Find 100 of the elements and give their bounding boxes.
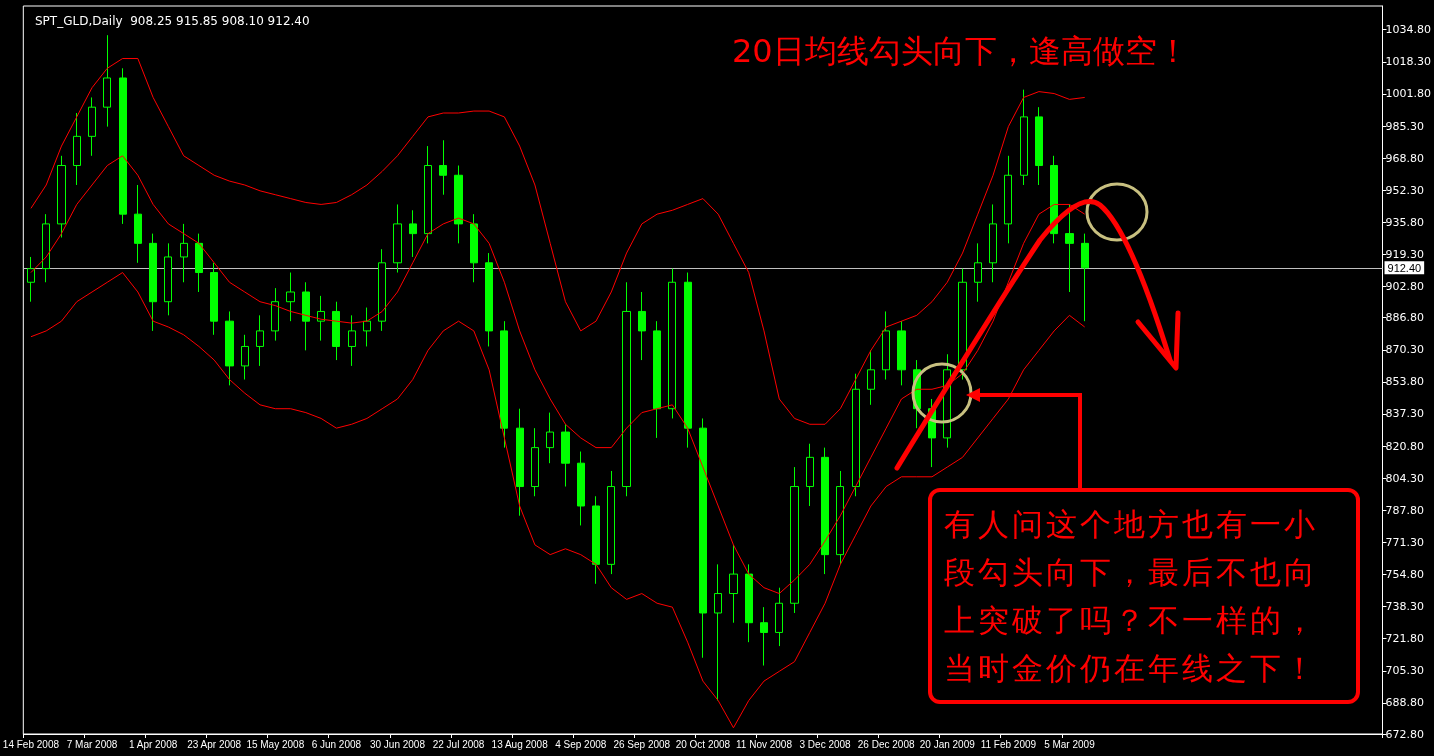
y-tick-label: 886.80 bbox=[1385, 311, 1425, 325]
candlestick bbox=[393, 203, 402, 274]
candlestick bbox=[897, 320, 906, 386]
text: SPT_GLD,Daily 908.25 915.85 908.10 912.40 bbox=[35, 14, 310, 28]
candlestick bbox=[164, 242, 172, 316]
x-tick-label: 26 Dec 2008 bbox=[857, 738, 915, 750]
y-tick-label: 853.80 bbox=[1385, 375, 1425, 389]
candlestick bbox=[302, 281, 310, 351]
y-tick-label: 985.30 bbox=[1385, 119, 1425, 133]
candlestick bbox=[409, 209, 417, 258]
candlestick bbox=[500, 320, 508, 449]
candlestick bbox=[561, 423, 570, 488]
candlestick bbox=[531, 427, 539, 497]
candlestick bbox=[1004, 155, 1012, 244]
y-tick-label: 1018.30 bbox=[1385, 55, 1432, 69]
y-tick-label: 968.80 bbox=[1385, 151, 1425, 165]
candlestick bbox=[836, 470, 844, 565]
y-tick-label: 837.30 bbox=[1385, 407, 1425, 421]
candlestick bbox=[348, 314, 356, 367]
candlestick bbox=[607, 470, 615, 575]
candlestick bbox=[103, 34, 111, 128]
x-tick-label: 6 Jun 2008 bbox=[311, 738, 362, 750]
candlestick bbox=[745, 563, 753, 643]
candlestick bbox=[546, 412, 554, 464]
y-tick-label: 705.30 bbox=[1385, 664, 1425, 678]
candlestick bbox=[821, 447, 829, 575]
x-tick-label: 30 Jun 2008 bbox=[369, 738, 426, 750]
candlestick bbox=[119, 67, 127, 225]
candlestick bbox=[57, 155, 66, 239]
x-tick-label: 26 Sep 2008 bbox=[613, 738, 671, 750]
candlestick bbox=[1020, 89, 1028, 186]
x-tick-label: 15 May 2008 bbox=[246, 738, 305, 750]
candlestick bbox=[852, 373, 860, 497]
annotation: 有人问这个地方也有一小段勾头向下，最后不也向上突破了吗？不一样的，当时金价仍在年线之下！ bbox=[928, 488, 1360, 704]
x-tick-label: 5 Mar 2009 bbox=[1044, 738, 1096, 750]
y-tick-label: 787.80 bbox=[1385, 503, 1425, 517]
candlestick bbox=[653, 320, 661, 439]
candlestick bbox=[42, 213, 50, 283]
candlestick bbox=[1081, 233, 1089, 322]
y-tick-label: 804.30 bbox=[1385, 471, 1425, 485]
x-tick-label: 14 Feb 2008 bbox=[2, 738, 60, 750]
x-tick-label: 4 Sep 2008 bbox=[555, 738, 607, 750]
candlestick bbox=[286, 272, 295, 322]
candlestick bbox=[622, 281, 631, 497]
candlestick bbox=[88, 96, 96, 157]
y-tick-label: 1034.80 bbox=[1385, 23, 1432, 37]
candlestick bbox=[134, 184, 142, 264]
candlestick bbox=[180, 223, 188, 283]
y-tick-label: 870.30 bbox=[1385, 343, 1425, 357]
x-tick-label: 13 Aug 2008 bbox=[491, 738, 549, 750]
candlestick bbox=[684, 272, 692, 449]
annotation: 20日均线勾头向下，逢高做空！ bbox=[732, 31, 1189, 72]
candlestick bbox=[439, 139, 447, 196]
x-tick-label: 7 Mar 2008 bbox=[66, 738, 118, 750]
x-tick-label: 22 Jul 2008 bbox=[432, 738, 485, 750]
candlestick bbox=[256, 314, 264, 367]
y-tick-label: 1001.80 bbox=[1385, 87, 1432, 101]
y-tick-label: 672.80 bbox=[1385, 727, 1425, 741]
candlestick bbox=[470, 213, 478, 283]
candlestick bbox=[867, 349, 875, 406]
candlestick bbox=[760, 606, 768, 667]
candlestick bbox=[668, 268, 676, 419]
candlestick bbox=[241, 334, 249, 381]
x-tick-label: 1 Apr 2008 bbox=[128, 738, 178, 750]
candlestick bbox=[424, 145, 432, 244]
candlestick bbox=[790, 466, 799, 614]
candlestick bbox=[149, 233, 157, 332]
candlestick bbox=[775, 587, 783, 647]
ref-line-label: 912.40 bbox=[1387, 261, 1422, 274]
candlestick bbox=[485, 252, 493, 347]
candlestick bbox=[225, 310, 234, 386]
x-tick-label: 23 Apr 2008 bbox=[187, 738, 242, 750]
candlestick bbox=[363, 307, 371, 347]
candlestick bbox=[195, 233, 203, 293]
x-tick-label: 20 Jan 2009 bbox=[919, 738, 976, 750]
y-tick-label: 688.80 bbox=[1385, 696, 1425, 710]
candlestick bbox=[638, 291, 646, 361]
candlestick bbox=[974, 242, 982, 303]
candlestick bbox=[577, 451, 585, 526]
candlestick bbox=[729, 544, 738, 624]
candlestick bbox=[806, 443, 814, 507]
candlestick bbox=[378, 248, 386, 332]
candlestick bbox=[1065, 203, 1074, 293]
candlestick bbox=[73, 112, 81, 186]
x-tick-label: 20 Oct 2008 bbox=[675, 738, 731, 750]
y-tick-label: 935.80 bbox=[1385, 215, 1425, 229]
y-tick-label: 952.30 bbox=[1385, 183, 1425, 197]
x-tick-label: 3 Dec 2008 bbox=[799, 738, 852, 750]
y-tick-label: 754.80 bbox=[1385, 567, 1425, 581]
candlestick bbox=[882, 310, 890, 381]
candlestick bbox=[317, 295, 325, 342]
candlestick bbox=[699, 417, 707, 659]
y-tick-label: 919.30 bbox=[1385, 247, 1425, 261]
y-tick-label: 902.80 bbox=[1385, 280, 1425, 294]
candlestick bbox=[1035, 106, 1043, 186]
y-tick-label: 820.80 bbox=[1385, 439, 1425, 453]
candlestick bbox=[271, 287, 279, 342]
y-tick-label: 771.30 bbox=[1385, 535, 1425, 549]
candlestick bbox=[516, 408, 524, 517]
candlestick bbox=[332, 301, 340, 361]
